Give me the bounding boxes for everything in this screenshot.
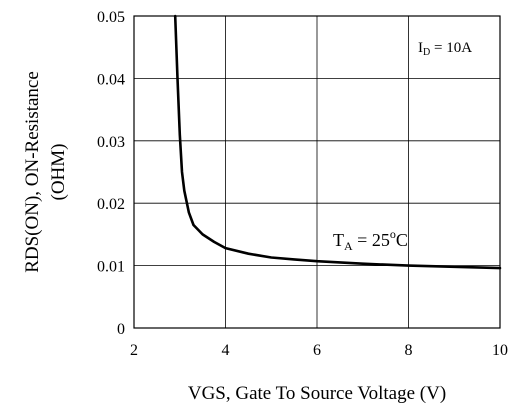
x-tick-label: 6	[313, 342, 321, 359]
x-tick-label: 2	[130, 342, 138, 359]
annotation-id-main: I	[418, 40, 423, 56]
annotation-ta-rest: = 25	[353, 230, 390, 250]
series-line	[173, 14, 502, 270]
annotation-ta-sup: o	[390, 227, 396, 241]
plot-frame	[133, 15, 501, 329]
tick-labels: 2 4 6 8 10 0 0.01 0.02 0.03 0.04 0.05	[97, 9, 508, 359]
series-layer	[173, 14, 502, 270]
x-tick-label: 8	[405, 342, 413, 359]
annotation-drain-current: ID = 10A	[418, 40, 472, 58]
grid	[133, 15, 501, 329]
y-axis-title: RDS(ON), ON-Resistance	[22, 71, 43, 273]
annotation-id-rest: = 10A	[430, 40, 472, 56]
annotation-ta-main: T	[333, 230, 344, 250]
y-tick-label: 0.02	[97, 196, 125, 213]
y-tick-label: 0.04	[97, 71, 125, 88]
x-tick-label: 4	[222, 342, 230, 359]
annotation-ambient-temperature: TA = 25oC	[333, 227, 408, 253]
x-axis-title: VGS, Gate To Source Voltage (V)	[188, 383, 446, 404]
y-tick-label: 0	[117, 321, 125, 338]
x-tick-label: 10	[492, 342, 508, 359]
y-tick-label: 0.01	[97, 259, 125, 276]
y-tick-label: 0.05	[97, 9, 125, 26]
annotation-id-sub: D	[423, 47, 430, 58]
annotation-ta-unit: C	[396, 230, 408, 250]
y-tick-label: 0.03	[97, 134, 125, 151]
annotation-ta-sub: A	[344, 239, 353, 253]
y-axis-title-unit: (OHM)	[48, 144, 69, 201]
